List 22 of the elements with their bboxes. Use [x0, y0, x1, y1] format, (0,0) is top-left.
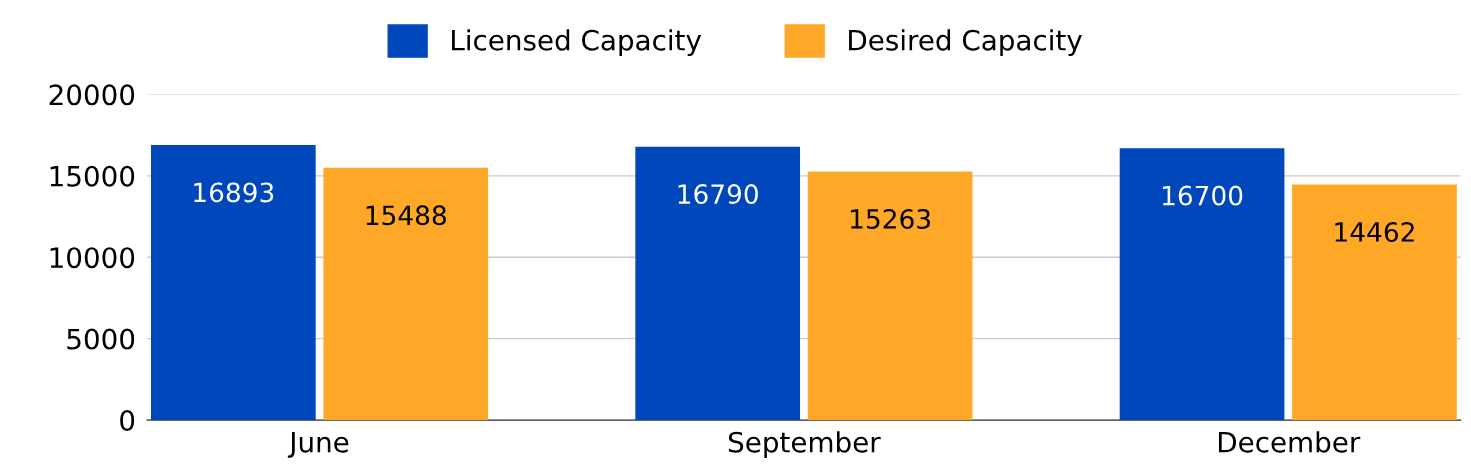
bar [635, 146, 801, 421]
y-tick-label: 5000 [67, 328, 135, 350]
data-label: 15488 [366, 205, 446, 226]
data-label: 14462 [1335, 222, 1414, 242]
data-label: 15263 [851, 208, 930, 229]
y-tick-label: 15000 [50, 165, 135, 187]
legend-label: Licensed Capacity [452, 29, 702, 57]
x-tick-label: June [287, 432, 349, 458]
y-tick-label: 0 [120, 410, 135, 432]
x-tick-label: December [1218, 431, 1361, 453]
data-label: 16790 [678, 184, 758, 205]
bar [807, 171, 973, 421]
x-tick-label: September [728, 431, 881, 459]
data-label: 16893 [194, 182, 274, 203]
data-label: 16700 [1162, 185, 1243, 206]
bar [323, 167, 489, 421]
bar [150, 144, 316, 421]
y-tick-label: 10000 [50, 247, 135, 269]
bar [1119, 148, 1285, 421]
y-tick-label: 20000 [49, 84, 135, 106]
bar [1292, 184, 1457, 421]
legend-label: Desired Capacity [849, 29, 1082, 57]
